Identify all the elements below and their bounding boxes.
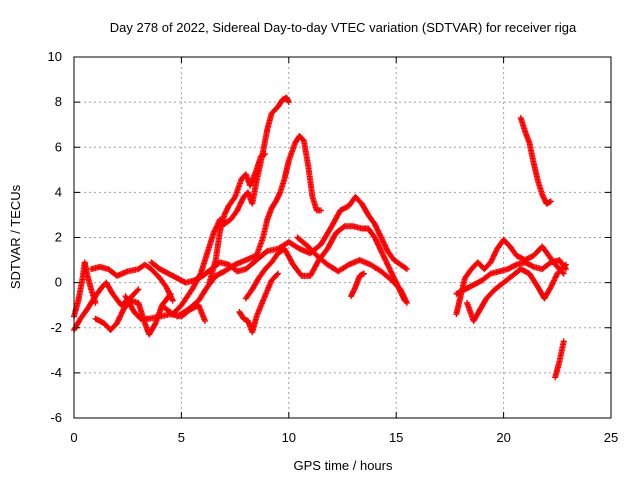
data-point <box>403 266 410 273</box>
data-point <box>560 270 567 277</box>
data-point <box>275 270 282 277</box>
y-tick-label: 8 <box>55 94 62 109</box>
data-point <box>340 224 347 231</box>
data-point <box>402 265 409 272</box>
data-point <box>263 249 270 256</box>
series-trace-18 <box>552 338 567 381</box>
series-trace-3 <box>88 261 176 304</box>
y-tick-label: 2 <box>55 230 62 245</box>
series-trace-1 <box>71 259 99 320</box>
series-trace-10 <box>242 223 408 304</box>
x-axis-label: GPS time / hours <box>294 458 393 473</box>
data-point <box>202 317 209 324</box>
data-point <box>546 260 553 267</box>
series-trace-6 <box>161 94 292 318</box>
y-tick-label: -2 <box>50 320 62 335</box>
x-tick-label: 0 <box>70 430 77 445</box>
x-tick-labels: 0 5 10 15 20 25 <box>70 430 618 445</box>
axis-ticks <box>73 56 612 419</box>
data-point <box>273 271 280 278</box>
y-tick-label: 10 <box>48 49 62 64</box>
data-point <box>560 338 567 345</box>
data-point <box>262 151 269 158</box>
x-tick-label: 25 <box>604 430 618 445</box>
data-point <box>318 207 325 214</box>
chart-title: Day 278 of 2022, Sidereal Day-to-day VTE… <box>110 20 577 35</box>
series-trace-14 <box>453 236 567 318</box>
series-trace-17 <box>517 114 554 207</box>
series-trace-15 <box>453 257 569 297</box>
x-tick-label: 10 <box>282 430 296 445</box>
data-point <box>151 321 158 328</box>
series-trace-8 <box>174 132 325 320</box>
series-trace-13 <box>348 270 367 300</box>
data-points <box>71 94 569 381</box>
data-point <box>169 297 176 304</box>
x-tick-label: 15 <box>389 430 403 445</box>
series-trace-9 <box>148 193 410 286</box>
data-point <box>135 286 142 293</box>
data-point <box>166 292 173 299</box>
data-point <box>134 287 141 294</box>
data-point <box>403 299 410 306</box>
data-point <box>285 99 292 106</box>
y-tick-label: 4 <box>55 184 62 199</box>
data-point <box>547 198 554 205</box>
y-tick-label: -6 <box>50 410 62 425</box>
data-point <box>299 136 306 143</box>
series-trace-12 <box>294 234 410 306</box>
x-tick-label: 5 <box>178 430 185 445</box>
series-trace-16 <box>464 261 569 324</box>
y-tick-labels: -6 -4 -2 0 2 4 6 8 10 <box>48 49 62 425</box>
data-point <box>167 290 174 297</box>
data-point <box>562 261 569 268</box>
x-tick-label: 20 <box>496 430 510 445</box>
data-point <box>486 271 493 278</box>
series-trace-11 <box>236 270 282 336</box>
data-point <box>360 270 367 277</box>
y-tick-label: 6 <box>55 139 62 154</box>
series-trace-7 <box>206 151 269 286</box>
data-point <box>561 262 568 269</box>
y-axis-label: SDTVAR / TECUs <box>8 184 23 289</box>
y-tick-label: 0 <box>55 275 62 290</box>
grid-lines <box>74 57 611 418</box>
y-tick-label: -4 <box>50 365 62 380</box>
